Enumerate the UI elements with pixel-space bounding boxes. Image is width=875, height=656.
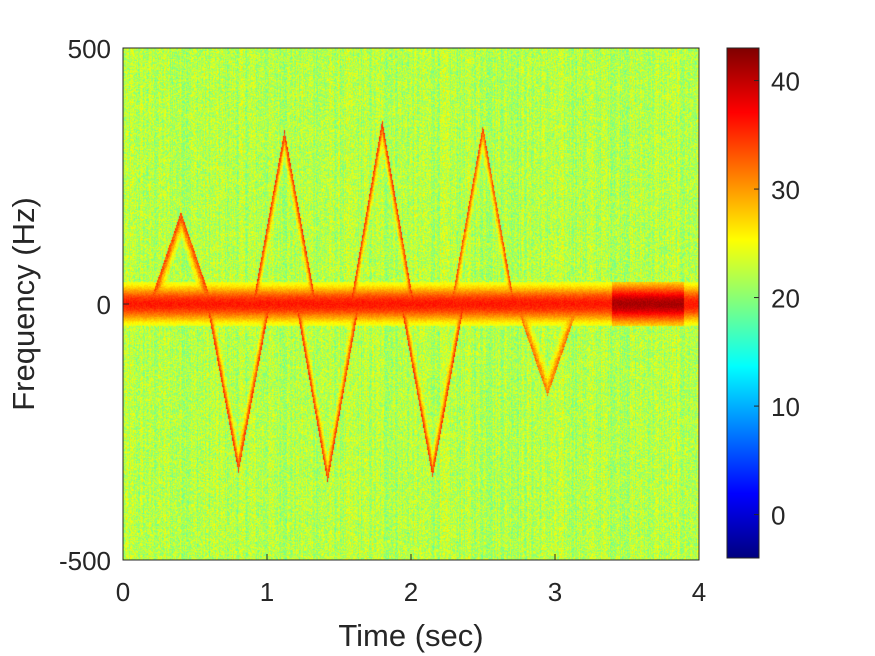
y-tick-label: -500	[59, 546, 111, 576]
y-axis-label: Frequency (Hz)	[6, 197, 41, 411]
colorbar-tick-label: 10	[771, 392, 800, 422]
colorbar-tick-label: 40	[771, 67, 800, 97]
colorbar-tick-label: 0	[771, 501, 785, 531]
colorbar	[727, 48, 759, 558]
heatmap-plot-area	[123, 48, 699, 560]
colorbar-gradient	[727, 48, 759, 558]
colorbar-tick-label: 30	[771, 175, 800, 205]
spectrogram-heatmap	[123, 48, 699, 560]
x-tick-label: 2	[404, 577, 418, 607]
colorbar-tick-label: 20	[771, 284, 800, 314]
x-tick-label: 3	[548, 577, 562, 607]
colorbar-frame	[726, 47, 760, 559]
y-tick-label: 0	[97, 290, 111, 320]
x-tick-label: 0	[116, 577, 130, 607]
x-tick-label: 1	[260, 577, 274, 607]
x-axis-label: Time (sec)	[338, 618, 483, 653]
x-tick-label: 4	[692, 577, 706, 607]
y-tick-label: 500	[68, 34, 111, 64]
